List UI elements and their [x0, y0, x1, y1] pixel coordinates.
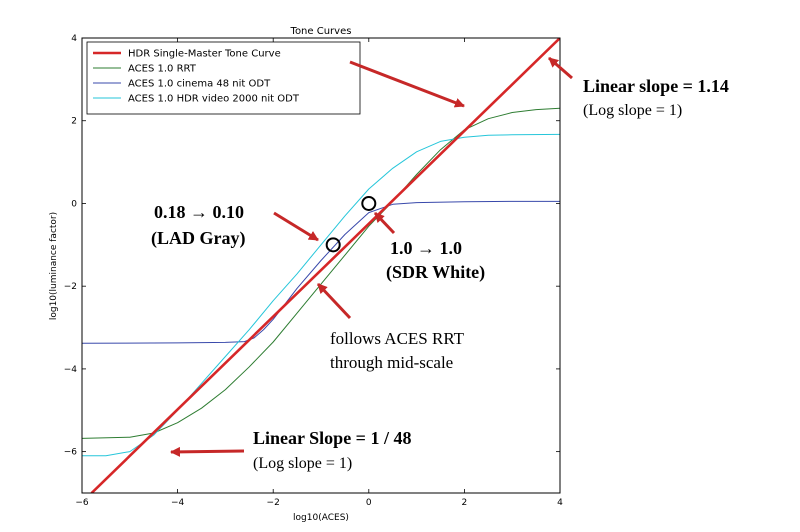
- y-tick-label: −6: [64, 448, 78, 458]
- y-tick-label: −2: [64, 282, 77, 292]
- series-line-aces-1-0-rrt: [82, 107, 560, 439]
- chart-title: Tone Curves: [290, 26, 352, 37]
- annotation-log-slope-high: (Log slope = 1): [583, 102, 682, 119]
- legend-label: ACES 1.0 cinema 48 nit ODT: [128, 79, 271, 90]
- marker-lad-gray: [325, 237, 341, 253]
- arrow-follows-rrt: [316, 282, 352, 320]
- legend-items: HDR Single-Master Tone Curve ACES 1.0 RRT…: [93, 49, 300, 105]
- series-line-hdr-single-master-tone-curve: [90, 38, 560, 493]
- annotation-linear-slope-low: Linear Slope = 1 / 48: [253, 428, 411, 448]
- annotation-lad-gray-value: 0.18 → 0.10: [154, 202, 244, 222]
- y-axis-label: log10(luminance factor): [49, 212, 59, 320]
- y-tick-label: −4: [64, 365, 78, 375]
- legend-label: ACES 1.0 RRT: [128, 64, 197, 75]
- x-tick-label: −2: [267, 498, 280, 508]
- annotation-log-slope-low: (Log slope = 1): [253, 455, 352, 472]
- annotation-arrows: [170, 56, 573, 457]
- y-tick-label: 0: [71, 199, 77, 209]
- series-line-aces-1-0-cinema-48-nit-odt: [82, 200, 560, 344]
- plot-frame: [81, 37, 561, 494]
- arrow-linear-slope-high: [548, 56, 573, 80]
- legend: HDR Single-Master Tone Curve ACES 1.0 RRT…: [86, 41, 361, 115]
- annotation-linear-slope-high: Linear slope = 1.14: [583, 76, 729, 96]
- markers: [325, 195, 377, 253]
- series-group: [82, 38, 560, 493]
- legend-box: [86, 41, 361, 115]
- y-tick-label: 4: [71, 34, 77, 44]
- arrow-lad-gray: [273, 211, 319, 242]
- annotation-lad-gray-label: (LAD Gray): [151, 228, 245, 249]
- arrow-sdr-white: [373, 211, 396, 235]
- annotation-follows-rrt-2: through mid-scale: [330, 353, 453, 372]
- annotation-follows-rrt-1: follows ACES RRT: [330, 329, 465, 348]
- y-axis-ticks: −6 −4 −2 0 2 4: [64, 34, 560, 458]
- y-tick-label: 2: [71, 117, 77, 127]
- x-tick-label: −6: [75, 498, 89, 508]
- x-tick-label: 2: [462, 498, 468, 508]
- marker-sdr-white: [361, 195, 377, 211]
- legend-label: HDR Single-Master Tone Curve: [128, 49, 281, 60]
- x-tick-label: 4: [557, 498, 563, 508]
- series-line-aces-1-0-hdr-video-2000-nit-odt: [82, 133, 560, 457]
- annotation-sdr-white-value: 1.0 → 1.0: [390, 238, 462, 258]
- x-axis-label: log10(ACES): [293, 513, 349, 523]
- arrow-legend-to-curve: [349, 60, 465, 108]
- annotation-sdr-white-label: (SDR White): [386, 262, 485, 283]
- legend-label: ACES 1.0 HDR video 2000 nit ODT: [128, 94, 300, 105]
- x-tick-label: −4: [171, 498, 185, 508]
- x-tick-label: 0: [366, 498, 372, 508]
- arrow-linear-slope-low: [170, 446, 245, 457]
